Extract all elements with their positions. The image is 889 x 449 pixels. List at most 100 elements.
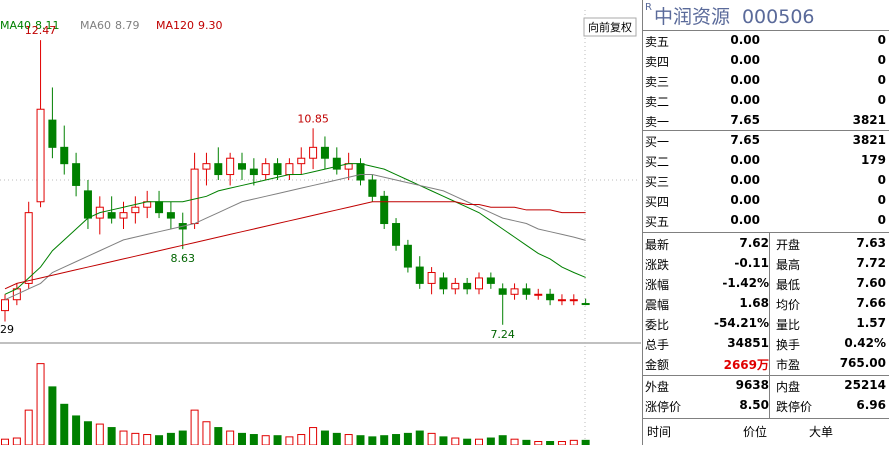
price-annotation: 12.47 — [25, 24, 57, 37]
candle-body — [72, 163, 81, 186]
stat-label: 涨跌 — [645, 258, 670, 272]
legend-value: 8.11 — [35, 19, 60, 32]
candle-body — [320, 146, 329, 159]
volume-bar — [238, 432, 246, 446]
stat-label: 委比 — [645, 318, 670, 332]
book-row: 买三 0.00 0 — [643, 171, 889, 191]
book-volume: 0 — [877, 53, 886, 67]
book-row: 卖三 0.00 0 — [643, 71, 889, 91]
stat-label: 涨幅 — [645, 278, 670, 292]
volume-bar — [510, 438, 519, 446]
volume-bar — [60, 403, 69, 446]
candle-body — [332, 157, 341, 170]
candle-body — [297, 157, 306, 165]
stat-row: 涨幅 -1.42% 最低 7.60 — [643, 274, 889, 294]
candle-body — [427, 272, 436, 284]
legend-value: 8.79 — [115, 19, 140, 32]
volume-bar — [380, 435, 389, 446]
stat-value: 7.63 — [856, 236, 886, 250]
candle-body — [60, 146, 69, 165]
candle-body — [309, 146, 318, 159]
stat-row: 最新 7.62 开盘 7.63 — [643, 234, 889, 254]
book-volume: 0 — [877, 93, 886, 107]
book-price: 0.00 — [730, 93, 760, 107]
volume-bar — [403, 432, 412, 446]
volume-bar — [498, 435, 507, 446]
book-label: 买一 — [645, 135, 670, 149]
stat-value: 9638 — [735, 378, 769, 392]
separator — [643, 418, 889, 419]
stat-label: 开盘 — [776, 238, 801, 252]
ma-line — [4, 201, 586, 290]
volume-bar — [95, 423, 104, 446]
volume-bar — [546, 441, 555, 446]
price-annotation: 10.85 — [297, 112, 329, 125]
volume-bar — [261, 435, 270, 446]
stat-value: -0.11 — [734, 256, 769, 270]
book-price: 0.00 — [730, 53, 760, 67]
book-volume: 3821 — [852, 133, 886, 147]
volume-bar — [320, 430, 329, 446]
candle-body — [356, 163, 365, 181]
volume-bar — [285, 436, 294, 446]
volume-bar — [83, 421, 92, 446]
volume-bar — [569, 439, 578, 446]
volume-bar — [214, 427, 223, 446]
book-volume: 179 — [860, 153, 886, 167]
candle-body — [380, 195, 389, 225]
stat-value: 765.00 — [839, 356, 886, 370]
book-volume: 0 — [877, 173, 886, 187]
volume-bar — [297, 434, 306, 446]
legend-value: 9.30 — [198, 19, 223, 32]
volume-bar — [451, 437, 460, 446]
candle-body — [486, 277, 495, 284]
stat-label: 内盘 — [776, 380, 801, 394]
book-label: 卖五 — [645, 35, 670, 49]
stat-row: 涨停价 8.50 跌停价 6.96 — [643, 396, 889, 416]
book-volume: 0 — [877, 213, 886, 227]
candle-body — [48, 119, 57, 148]
stat-value: 1.68 — [739, 296, 769, 310]
volume-bar — [143, 434, 152, 446]
stat-label: 震幅 — [645, 298, 670, 312]
book-label: 卖二 — [645, 95, 670, 109]
stock-code: 000506 — [741, 6, 815, 28]
stat-value: 25214 — [844, 378, 886, 392]
candle-body — [368, 179, 377, 197]
volume-bar — [475, 438, 483, 446]
volume-bar — [332, 432, 341, 446]
volume-bar — [463, 438, 472, 446]
ma-line — [4, 163, 586, 295]
stat-row: 金额 2669万 市盈 765.00 — [643, 354, 889, 374]
candle-body — [415, 266, 424, 284]
candle-body — [83, 190, 92, 219]
book-volume: 0 — [877, 193, 886, 207]
adjust-label[interactable]: 向前复权 — [588, 20, 632, 34]
candle-body — [522, 288, 531, 295]
book-label: 卖一 — [645, 115, 670, 129]
book-price: 0.00 — [730, 173, 760, 187]
book-volume: 0 — [877, 33, 886, 47]
volume-bar — [557, 441, 566, 446]
book-price: 7.65 — [730, 113, 760, 127]
book-row: 买二 0.00 179 — [643, 151, 889, 171]
book-row: 卖四 0.00 0 — [643, 51, 889, 71]
volume-bar — [178, 430, 187, 446]
book-label: 买二 — [645, 155, 670, 169]
adjust-box[interactable] — [583, 17, 637, 37]
candle-body — [557, 299, 566, 302]
volume-bar — [249, 434, 258, 446]
stat-label: 跌停价 — [776, 400, 813, 414]
book-label: 买四 — [645, 195, 670, 209]
volume-bar — [486, 437, 495, 446]
candle-body — [238, 163, 246, 170]
candle-body — [155, 201, 164, 214]
candle-body — [581, 303, 590, 306]
separator — [643, 232, 889, 233]
stat-label: 换手 — [776, 338, 801, 352]
candle-body — [226, 157, 235, 176]
candle-body — [451, 282, 460, 290]
book-price: 0.00 — [730, 33, 760, 47]
book-price: 7.65 — [730, 133, 760, 147]
chart: 向前复权 29 MA40 8.11 MA60 8.79 MA120 9.30 12.47 10… — [0, 10, 641, 446]
